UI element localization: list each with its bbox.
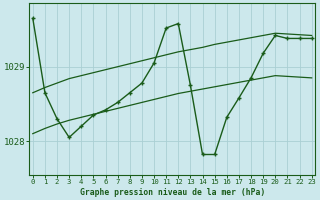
X-axis label: Graphe pression niveau de la mer (hPa): Graphe pression niveau de la mer (hPa) bbox=[80, 188, 265, 197]
